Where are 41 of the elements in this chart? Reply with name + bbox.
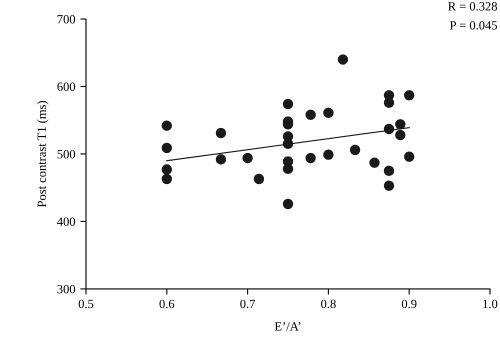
point [404,151,414,162]
point [282,164,294,174]
point [323,108,334,118]
point [162,120,172,131]
point [216,154,226,165]
point [350,144,360,156]
y-tick-label: 400 [57,217,76,226]
point [369,158,380,168]
point [395,130,406,140]
x-tick-label: 0.8 [321,300,336,308]
point [282,98,294,110]
annotation: P = 0.045 [450,21,498,30]
point [162,174,172,184]
point [162,142,172,154]
point [384,166,394,176]
y-tick-label: 300 [57,284,76,294]
point [254,174,264,184]
point [282,198,294,210]
text: R = 0.328 [448,2,498,11]
point [305,110,316,120]
point [323,149,334,160]
x-tick-label: 0.6 [159,300,174,308]
point [242,152,253,164]
point [384,180,394,191]
point [338,54,348,65]
point [305,152,316,164]
x-axis-title: E’/A’ [274,322,300,331]
y-tick-label: 600 [57,82,76,91]
y-tick-label: 500 [58,150,76,158]
x-tick-label: 0.7 [240,300,256,308]
x-tick-label: 0.9 [402,300,416,308]
x-tick-label: 1.0 [483,300,498,308]
y-axis-title: Post contrast T1 (ms) [37,100,48,208]
y-tick-label: 700 [58,15,76,24]
x-tick-label: 0.5 [78,300,94,308]
point [395,119,406,130]
point [162,164,172,175]
point [384,124,394,134]
point [216,128,226,138]
point [404,90,414,100]
point [282,138,294,150]
